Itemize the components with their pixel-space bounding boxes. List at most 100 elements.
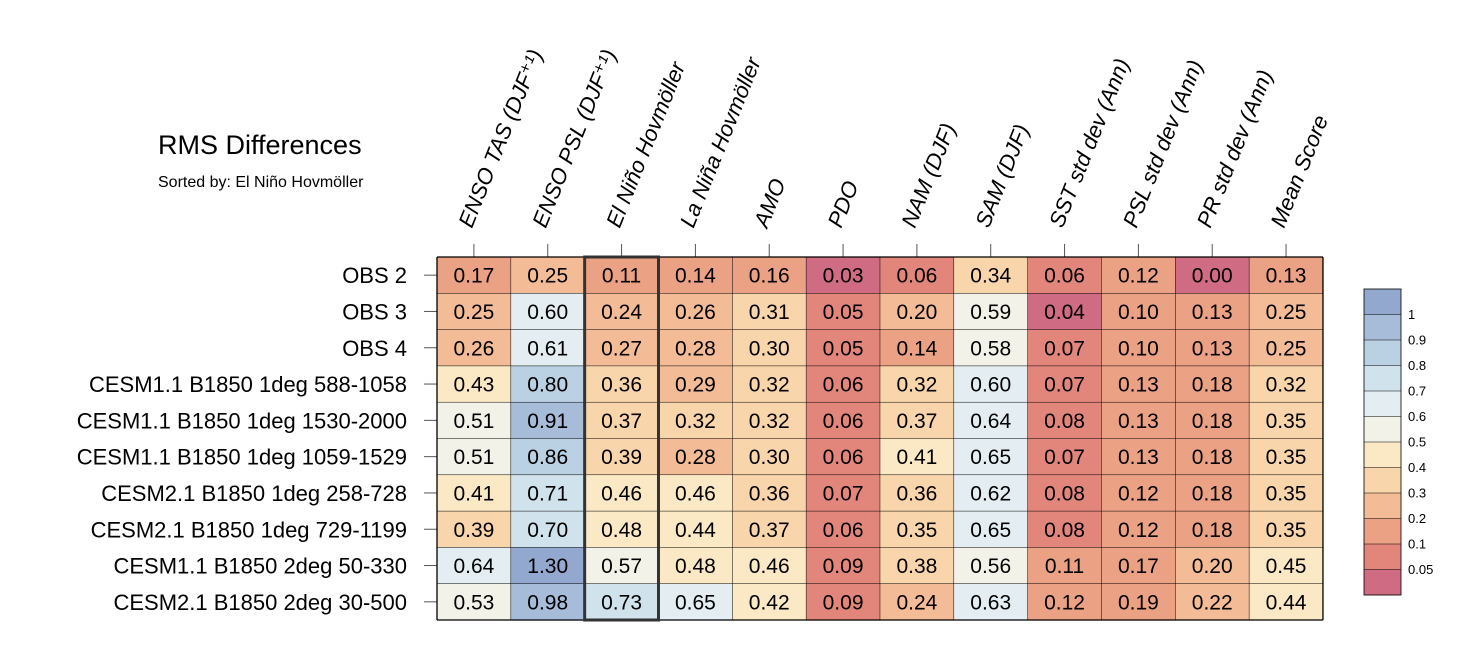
column-label: ENSO PSL (DJF⁺¹) bbox=[527, 46, 621, 231]
heatmap-cell bbox=[437, 511, 512, 548]
cell-value: 0.07 bbox=[1044, 446, 1085, 469]
cell-value: 0.80 bbox=[527, 374, 568, 397]
heatmap-cell bbox=[1101, 257, 1176, 294]
heatmap-cell bbox=[510, 438, 586, 476]
heatmap-cell bbox=[879, 293, 955, 331]
cell-value: 0.05 bbox=[823, 337, 864, 360]
cell-value: 0.20 bbox=[896, 301, 937, 324]
cell-value: 0.45 bbox=[1266, 555, 1307, 578]
heatmap-cell bbox=[732, 329, 807, 367]
heatmap-cell bbox=[953, 402, 1029, 440]
cell-value: 0.32 bbox=[896, 374, 937, 397]
row-label: CESM1.1 B1850 1deg 1530-2000 bbox=[77, 408, 407, 433]
heatmap-cell bbox=[1101, 293, 1176, 331]
cell-value: 0.08 bbox=[1044, 519, 1085, 542]
heatmap-cell bbox=[879, 365, 955, 403]
colorbar-swatch bbox=[1364, 340, 1401, 366]
cell-value: 0.60 bbox=[527, 301, 568, 324]
cell-value: 0.35 bbox=[1266, 519, 1307, 542]
cell-value: 0.37 bbox=[601, 410, 642, 433]
heatmap-cell bbox=[437, 402, 512, 440]
column-label: PSL std dev (Ann) bbox=[1118, 56, 1208, 231]
cell-value: 0.64 bbox=[970, 410, 1011, 433]
cell-value: 0.07 bbox=[1044, 337, 1085, 360]
heatmap-cell bbox=[1101, 438, 1176, 476]
cell-value: 0.18 bbox=[1192, 519, 1233, 542]
heatmap-cell bbox=[658, 293, 733, 331]
heatmap-cell bbox=[1249, 438, 1324, 476]
cell-value: 0.28 bbox=[675, 337, 716, 360]
colorbar-swatch bbox=[1364, 518, 1401, 545]
cell-value: 0.26 bbox=[453, 337, 494, 360]
column-label: La Niña Hovmöller bbox=[675, 52, 767, 231]
colorbar-swatch bbox=[1364, 544, 1401, 570]
heatmap-cell bbox=[1175, 293, 1250, 331]
heatmap-cell bbox=[510, 329, 586, 367]
row-label: CESM1.1 B1850 1deg 1059-1529 bbox=[77, 445, 407, 470]
colorbar-frame bbox=[1363, 288, 1402, 596]
heatmap-cell bbox=[437, 547, 512, 585]
heatmap-cell bbox=[879, 547, 955, 585]
heatmap-cell bbox=[1027, 438, 1103, 476]
cell-value: 0.08 bbox=[1044, 482, 1085, 505]
heatmap-cell bbox=[1249, 257, 1324, 294]
heatmap-cell bbox=[1027, 583, 1103, 621]
heatmap-cell bbox=[510, 474, 586, 512]
heatmap-cell bbox=[584, 438, 660, 476]
sorted-column-highlight bbox=[583, 255, 660, 622]
heatmap-cell bbox=[879, 402, 955, 440]
heatmap-cell bbox=[879, 583, 955, 621]
heatmap-cell bbox=[879, 474, 955, 512]
heatmap-cell bbox=[437, 474, 512, 512]
cell-value: 0.37 bbox=[749, 519, 790, 542]
cell-value: 0.19 bbox=[1118, 591, 1159, 614]
cell-value: 0.48 bbox=[675, 555, 716, 578]
heatmap-cell bbox=[806, 511, 881, 548]
heatmap-cell bbox=[584, 402, 660, 440]
heatmap-cell bbox=[1249, 329, 1324, 367]
cell-value: 0.27 bbox=[601, 337, 642, 360]
heatmap-cell bbox=[1249, 511, 1324, 548]
cell-value: 0.25 bbox=[453, 301, 494, 324]
heatmap-cell bbox=[1175, 402, 1250, 440]
colorbar-swatch bbox=[1364, 569, 1401, 596]
heatmap-cell bbox=[1101, 402, 1176, 440]
colorbar-tick-label: 0.5 bbox=[1408, 435, 1426, 450]
colorbar-tick-label: 0.9 bbox=[1408, 333, 1426, 348]
heatmap-cell bbox=[953, 511, 1029, 548]
heatmap-cell bbox=[437, 257, 512, 294]
cell-value: 0.25 bbox=[1266, 301, 1307, 324]
heatmap-cell bbox=[658, 438, 733, 476]
cell-value: 0.12 bbox=[1044, 591, 1085, 614]
cell-value: 0.18 bbox=[1192, 482, 1233, 505]
cell-value: 0.65 bbox=[970, 519, 1011, 542]
colorbar-swatch bbox=[1364, 391, 1401, 417]
cell-value: 0.18 bbox=[1192, 446, 1233, 469]
heatmap-cell bbox=[1027, 257, 1103, 294]
heatmap-cell bbox=[732, 257, 807, 294]
cell-value: 0.38 bbox=[896, 555, 937, 578]
heatmap-cell bbox=[584, 547, 660, 585]
cell-value: 0.24 bbox=[896, 591, 937, 614]
heatmap-cell bbox=[1101, 329, 1176, 367]
heatmap-cell bbox=[658, 511, 733, 548]
cell-value: 0.44 bbox=[675, 519, 716, 542]
cell-value: 0.51 bbox=[453, 410, 494, 433]
heatmap-cell bbox=[658, 257, 733, 294]
cell-value: 1.30 bbox=[527, 555, 568, 578]
heatmap-cell bbox=[1027, 547, 1103, 585]
cell-value: 0.98 bbox=[527, 591, 568, 614]
cell-value: 0.26 bbox=[675, 301, 716, 324]
heatmap-cell bbox=[1249, 293, 1324, 331]
row-label: OBS 2 bbox=[342, 263, 407, 288]
colorbar-tick-label: 0.05 bbox=[1408, 562, 1433, 577]
heatmap-cell bbox=[806, 293, 881, 331]
cell-value: 0.63 bbox=[970, 591, 1011, 614]
cell-value: 0.60 bbox=[970, 374, 1011, 397]
cell-value: 0.65 bbox=[970, 446, 1011, 469]
heatmap-cell bbox=[879, 511, 955, 548]
cell-value: 0.86 bbox=[527, 446, 568, 469]
cell-value: 0.56 bbox=[970, 555, 1011, 578]
column-label: NAM (DJF) bbox=[896, 120, 960, 231]
